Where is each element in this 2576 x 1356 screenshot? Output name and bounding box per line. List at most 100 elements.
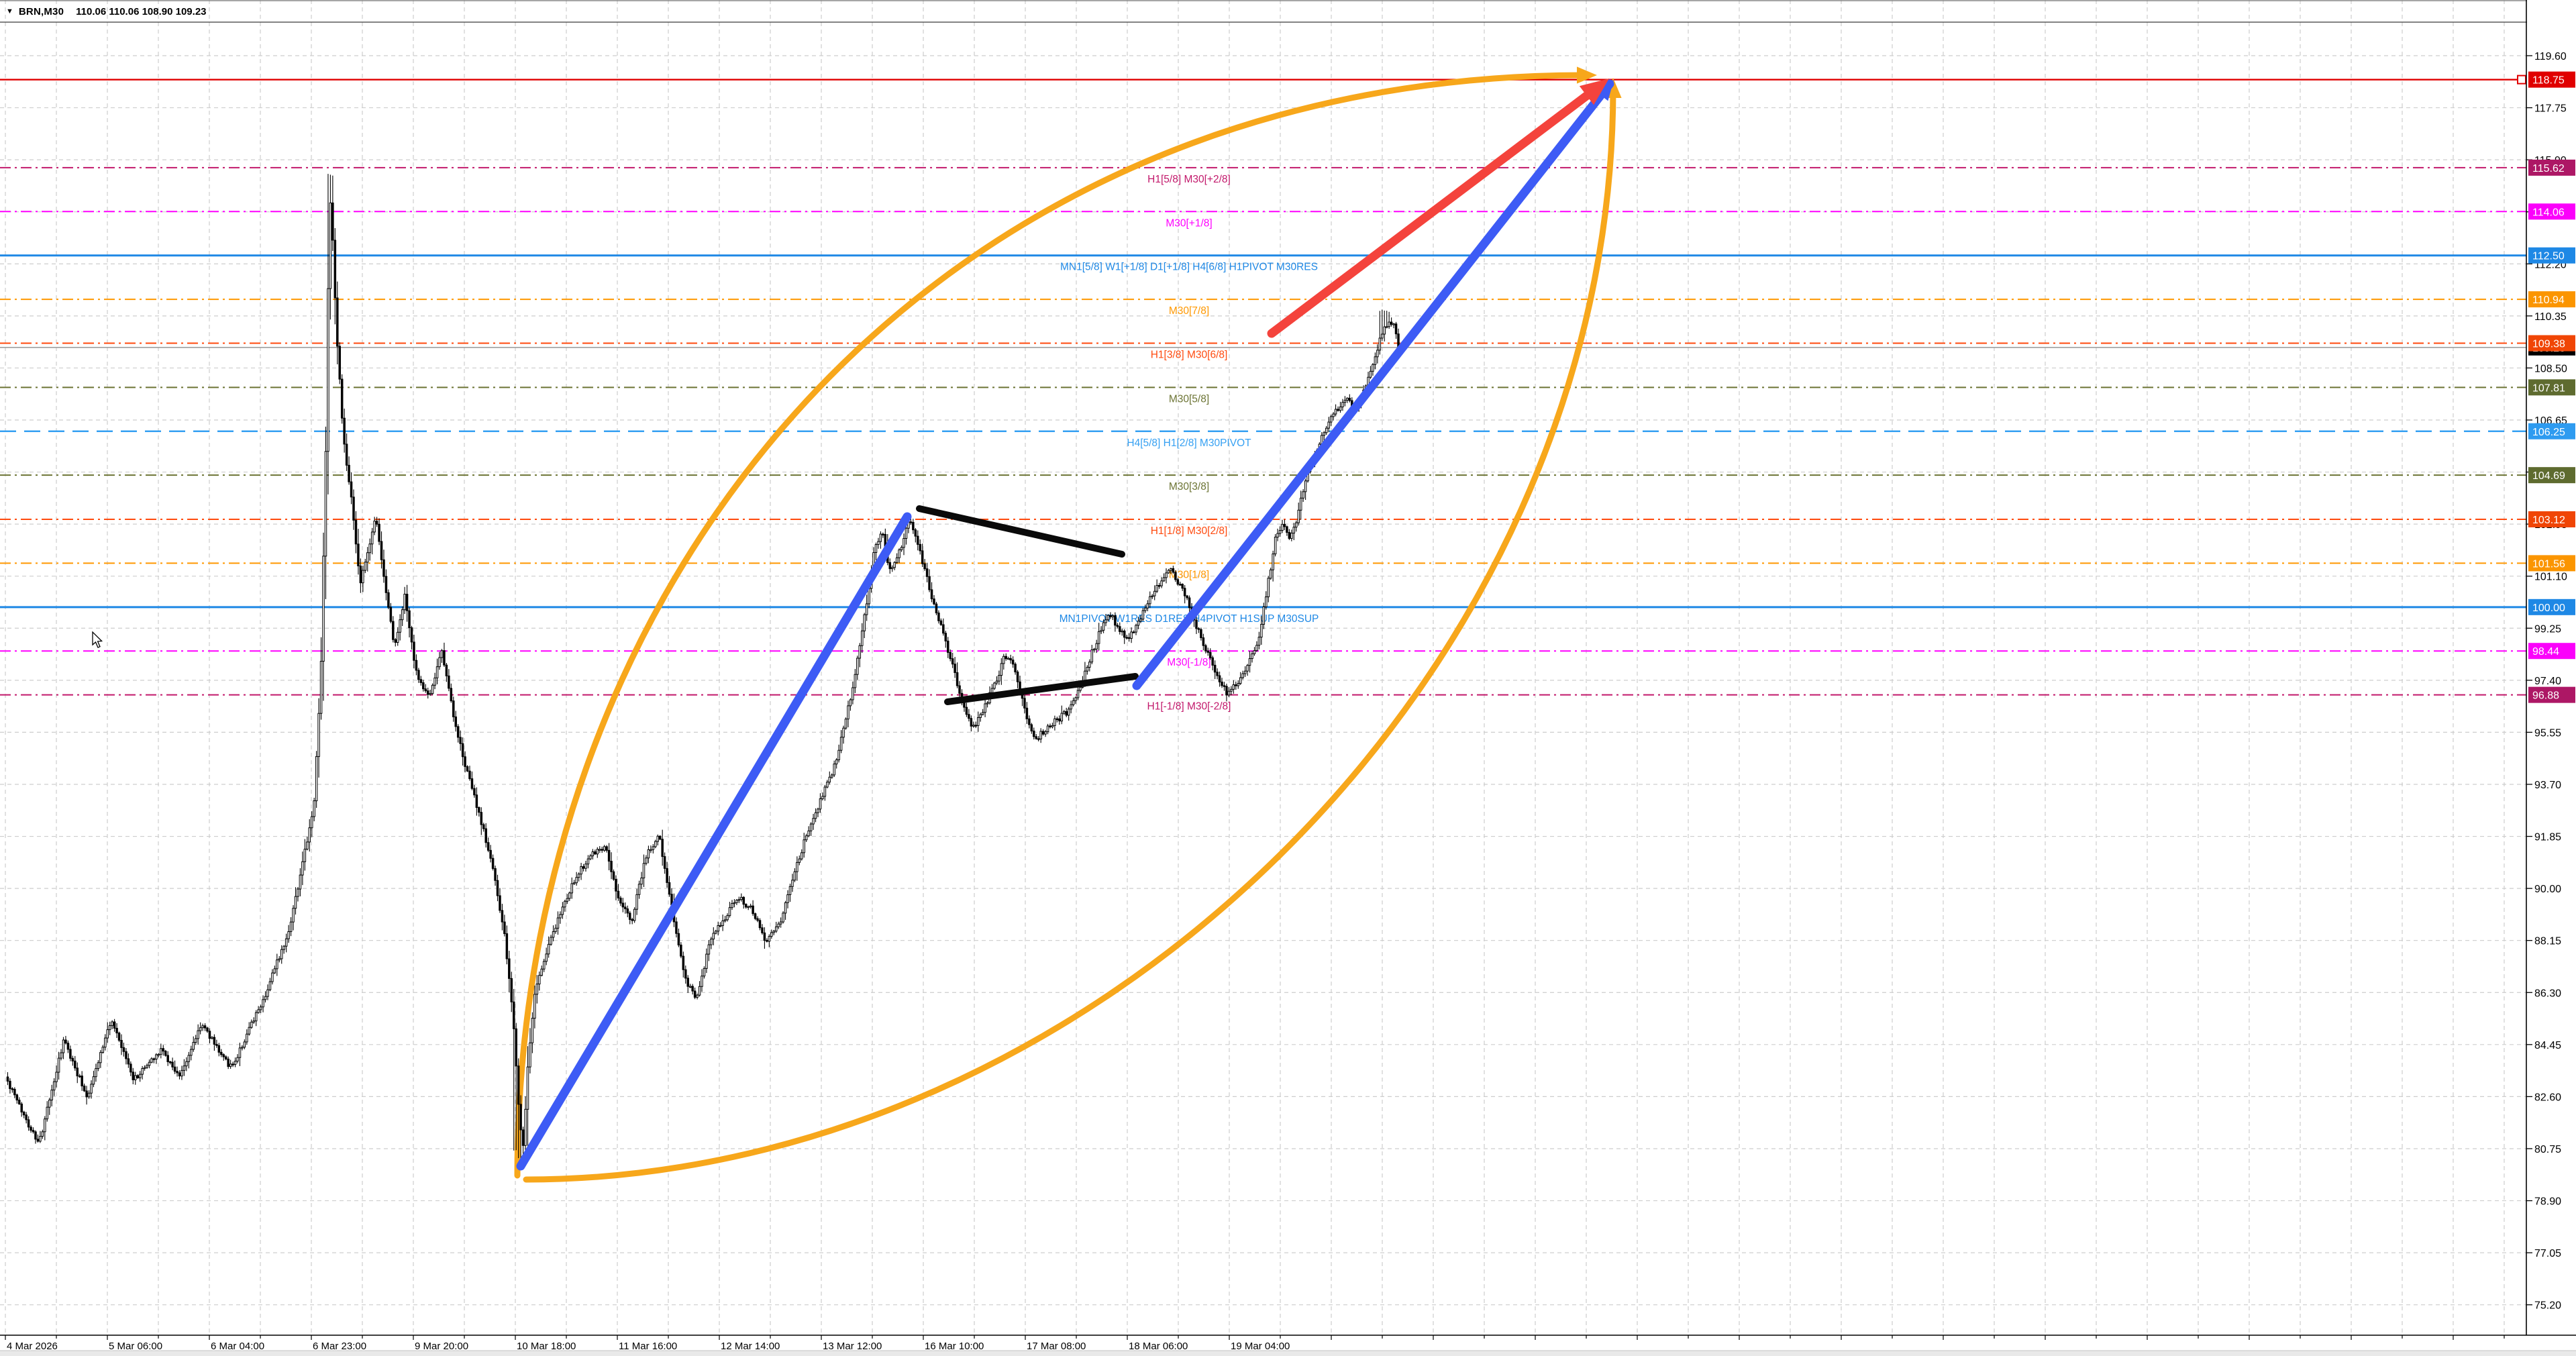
candle-body xyxy=(299,874,302,890)
candle-body xyxy=(888,562,892,570)
candle-body xyxy=(603,846,606,851)
price-tick-label: 91.85 xyxy=(2534,832,2561,843)
candle-body xyxy=(362,570,364,584)
candle-body xyxy=(41,1131,44,1137)
candle-body xyxy=(1144,607,1147,611)
red-arrow-line[interactable] xyxy=(1267,69,1616,338)
level-98.44-badge-value: 98.44 xyxy=(2532,646,2559,658)
candle-body xyxy=(213,1037,216,1045)
symbol-timeframe-label: BRN,M30 xyxy=(18,5,64,17)
hline-118.75-badge-value: 118.75 xyxy=(2532,75,2565,87)
candle-body xyxy=(621,902,625,908)
candle-body xyxy=(1119,626,1121,632)
candle-body xyxy=(526,1066,529,1110)
candle-body xyxy=(370,531,374,545)
candle-body xyxy=(1153,590,1156,596)
blue-trendline-1[interactable] xyxy=(516,512,912,1171)
candle-body xyxy=(324,451,327,557)
candle-body xyxy=(322,556,325,662)
candle-body xyxy=(981,712,984,715)
black-trendline-2[interactable] xyxy=(944,673,1139,705)
ohlc-readout: 110.06 110.06 108.90 109.23 xyxy=(76,5,207,17)
horizontal-line-118.75[interactable] xyxy=(0,74,2526,85)
candle-body xyxy=(236,1057,239,1062)
candle-body xyxy=(1286,526,1288,533)
candle-body xyxy=(456,726,460,738)
black-trendlines[interactable] xyxy=(916,505,1139,705)
candle-body xyxy=(703,968,706,977)
candle-body xyxy=(499,895,501,911)
candle-body xyxy=(812,818,815,825)
level-label-96.88: H1[-1/8] M30[-2/8] xyxy=(1147,701,1231,713)
candle-body xyxy=(466,766,469,772)
candle-body xyxy=(740,896,743,900)
candle-body xyxy=(1243,670,1247,674)
candle-body xyxy=(192,1042,195,1050)
orange-arc-2[interactable] xyxy=(523,85,1616,1183)
candle-body xyxy=(1023,698,1026,709)
candle-body xyxy=(160,1048,162,1055)
candle-body xyxy=(510,978,513,1002)
black-trendline-1[interactable] xyxy=(916,505,1125,558)
candle-body xyxy=(127,1058,130,1065)
candle-body xyxy=(1376,350,1379,358)
candle-body xyxy=(108,1025,111,1031)
price-tick-label: 95.55 xyxy=(2534,727,2561,739)
candle-body xyxy=(359,565,362,584)
candle-body xyxy=(1132,631,1135,633)
level-label-98.44: M30[-1/8] xyxy=(1167,657,1210,668)
candle-body xyxy=(868,588,870,605)
candle-body xyxy=(531,1018,534,1043)
hline-endpoint-marker[interactable] xyxy=(2517,74,2526,85)
candle-body xyxy=(1186,595,1188,598)
orange-arc-1[interactable] xyxy=(514,72,1588,1179)
blue-trendlines[interactable] xyxy=(516,74,1620,1171)
level-label-103.12: H1[1/8] M30[2/8] xyxy=(1151,525,1228,537)
candle-body xyxy=(13,1088,16,1096)
level-label-106.25: H4[5/8] H1[2/8] M30PIVOT xyxy=(1127,437,1251,449)
candle-body xyxy=(521,1129,525,1146)
candle-body xyxy=(264,996,267,1000)
level-label-115.62: H1[5/8] M30[+2/8] xyxy=(1147,174,1231,185)
chart-title-bar[interactable]: ▼ BRN,M30 110.06 110.06 108.90 109.23 xyxy=(6,3,207,19)
candle-body xyxy=(814,812,817,819)
candle-body xyxy=(348,464,350,482)
candle-body xyxy=(259,1006,262,1010)
candle-body xyxy=(879,533,882,542)
candle-body xyxy=(1106,615,1110,621)
red-trend-arrow[interactable] xyxy=(1267,81,1604,338)
candle-body xyxy=(76,1067,79,1077)
candle-body xyxy=(171,1061,174,1067)
candle-body xyxy=(1388,321,1390,327)
symbol-dropdown-icon[interactable]: ▼ xyxy=(6,7,13,15)
candle-body xyxy=(478,806,480,813)
candle-body xyxy=(882,533,884,535)
candle-body xyxy=(508,958,511,979)
candle-body xyxy=(1063,711,1066,714)
candle-body xyxy=(652,846,655,850)
candle-body xyxy=(847,705,849,720)
candle-body xyxy=(968,714,970,719)
candle-body xyxy=(229,1063,232,1067)
candle-body xyxy=(561,906,564,915)
candle-body xyxy=(1097,631,1100,644)
candle-body xyxy=(197,1030,199,1039)
price-axis-background[interactable] xyxy=(2527,0,2576,1335)
price-axis[interactable]: 119.60117.75115.90114.05112.20110.35108.… xyxy=(2526,0,2576,1335)
time-axis[interactable]: 4 Mar 2026 5 Mar 06:00 6 Mar 04:00 6 Mar 23… xyxy=(0,1335,2576,1356)
candle-body xyxy=(917,535,919,545)
level-109.38-badge-value: 109.38 xyxy=(2532,339,2565,350)
blue-trendline-2[interactable] xyxy=(1132,79,1614,690)
candle-body xyxy=(157,1053,160,1056)
candle-body xyxy=(584,864,587,869)
candle-body xyxy=(211,1037,213,1039)
candle-body xyxy=(468,770,471,780)
candle-body xyxy=(401,609,404,621)
candle-body xyxy=(405,594,409,611)
candle-body xyxy=(148,1061,151,1066)
candle-body xyxy=(1014,664,1017,673)
candle-body xyxy=(970,718,973,727)
candle-body xyxy=(1332,413,1335,417)
candle-body xyxy=(375,521,378,525)
